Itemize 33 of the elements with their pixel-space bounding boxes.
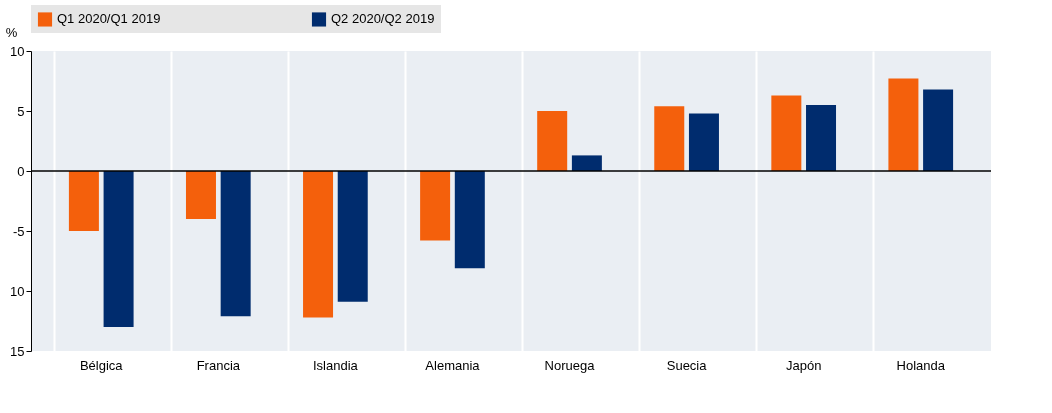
bar [68,171,99,231]
y-tick-label: 0 [17,163,25,179]
legend-label: Q2 2020/Q2 2019 [331,11,435,27]
x-tick-label: Suecia [666,357,708,373]
bar [220,171,251,317]
bar [454,171,485,269]
y-tick-label: 15 [10,343,25,359]
bar [654,106,685,171]
bar [537,111,568,171]
x-tick-label: Holanda [896,357,946,373]
x-tick-label: Japón [785,357,822,373]
y-axis-title: % [5,24,18,40]
bar [303,171,334,318]
x-tick-label: Noruega [544,357,596,373]
y-tick-label: 5 [17,103,25,119]
bar [571,155,602,171]
x-tick-label: Islandia [312,357,359,373]
bar [688,113,719,171]
x-tick-label: Alemania [425,357,481,373]
y-tick-label: 10 [10,43,25,59]
bar [337,171,368,302]
bar [103,171,134,327]
bar [420,171,451,241]
bar [771,95,802,171]
x-tick-label: Francia [196,357,241,373]
bar [888,78,919,171]
bar [185,171,216,219]
legend-label: Q1 2020/Q1 2019 [57,11,161,27]
bar [923,89,954,171]
y-tick-label: -5 [12,223,25,239]
y-tick-label: 10 [10,283,25,299]
x-tick-label: Bélgica [79,357,124,373]
bar [806,105,837,171]
